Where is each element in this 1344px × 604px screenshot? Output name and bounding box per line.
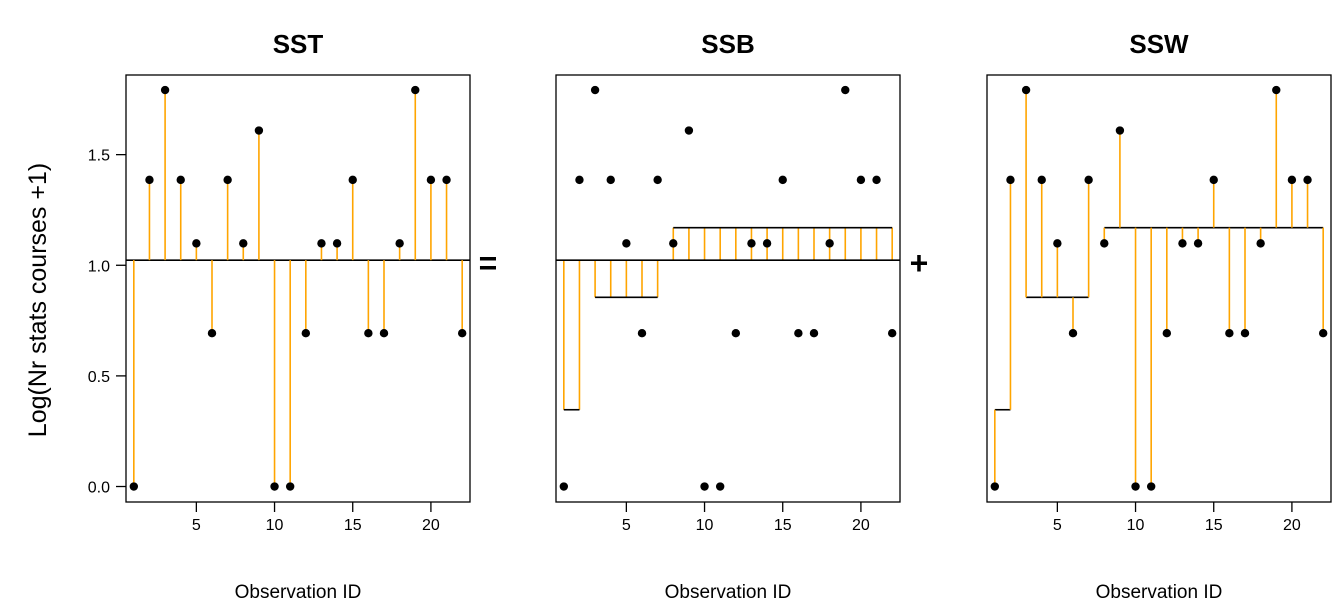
x-tick-label: 20 — [422, 517, 440, 534]
data-point — [637, 328, 647, 338]
data-point — [1068, 328, 1078, 338]
x-axis-label: Observation ID — [235, 582, 362, 603]
data-point — [129, 482, 139, 491]
data-point — [684, 126, 694, 135]
equals-operator: = — [479, 245, 498, 281]
panel-ssw: SSW 5 10 15 20 Observation ID — [986, 29, 1332, 603]
data-point — [1193, 239, 1203, 248]
plot-frame — [986, 74, 1332, 503]
data-point — [223, 175, 232, 185]
data-point — [332, 239, 342, 248]
panel-ssb: SSB 5 10 15 20 Observation ID — [555, 29, 901, 603]
data-point — [254, 126, 264, 135]
data-point — [1146, 482, 1156, 491]
data-point — [1225, 328, 1234, 338]
data-point — [1053, 239, 1062, 248]
data-point — [1006, 175, 1015, 185]
data-point — [411, 85, 420, 95]
data-point — [1100, 239, 1109, 248]
data-point — [825, 239, 834, 248]
data-point — [1115, 126, 1125, 135]
data-point — [270, 482, 279, 491]
x-tick-label: 5 — [192, 517, 201, 534]
x-tick-label: 15 — [774, 517, 792, 534]
data-point — [1162, 328, 1172, 338]
data-point — [887, 328, 897, 338]
data-point — [747, 239, 756, 248]
data-point — [160, 85, 170, 95]
data-point — [700, 482, 709, 491]
data-point — [239, 239, 248, 248]
data-point — [348, 175, 357, 185]
data-point — [872, 175, 881, 185]
data-point — [1240, 328, 1250, 338]
data-point — [653, 175, 662, 185]
data-point — [301, 328, 311, 338]
data-point — [1287, 175, 1297, 185]
plot-frame — [555, 74, 901, 503]
data-point — [669, 239, 678, 248]
x-tick-label: 5 — [1053, 517, 1062, 534]
data-point — [1084, 175, 1093, 185]
data-point — [715, 482, 725, 491]
data-point — [176, 175, 185, 185]
data-point — [1178, 239, 1187, 248]
data-point — [1209, 175, 1218, 185]
data-point — [622, 239, 631, 248]
panel-title: SSB — [701, 29, 754, 59]
plus-operator: + — [910, 245, 929, 281]
y-tick-label: 1.5 — [88, 148, 110, 165]
x-tick-label: 20 — [1283, 517, 1301, 534]
x-tick-label: 10 — [1127, 517, 1145, 534]
x-axis-label: Observation ID — [1096, 582, 1223, 603]
data-point — [1303, 175, 1312, 185]
data-point — [379, 328, 389, 338]
data-point — [606, 175, 615, 185]
data-point — [1256, 239, 1265, 248]
x-tick-label: 20 — [852, 517, 870, 534]
data-point — [575, 175, 584, 185]
panel-sst: SST 5 10 15 20 Observation ID 0.0 0.5 1.0 1.5 — [88, 29, 471, 603]
y-axis-title: Log(Nr stats courses +1) — [24, 163, 52, 437]
data-point — [145, 175, 154, 185]
data-point — [1021, 85, 1031, 95]
panel-title: SSW — [1129, 29, 1189, 59]
data-point — [1272, 85, 1281, 95]
data-point — [778, 175, 787, 185]
data-point — [762, 239, 772, 248]
x-tick-label: 5 — [622, 517, 631, 534]
x-axis-label: Observation ID — [665, 582, 792, 603]
y-tick-label: 0.5 — [88, 369, 110, 386]
x-tick-label: 15 — [1205, 517, 1223, 534]
plot-frame — [125, 74, 471, 503]
data-point — [856, 175, 866, 185]
data-point — [841, 85, 850, 95]
data-point — [426, 175, 436, 185]
data-point — [590, 85, 600, 95]
data-point — [285, 482, 295, 491]
data-point — [317, 239, 326, 248]
data-point — [559, 482, 569, 491]
data-point — [731, 328, 741, 338]
data-point — [1131, 482, 1140, 491]
data-point — [809, 328, 819, 338]
data-point — [457, 328, 467, 338]
panel-title: SST — [273, 29, 324, 59]
x-tick-label: 10 — [696, 517, 714, 534]
x-tick-label: 10 — [266, 517, 284, 534]
data-point — [1037, 175, 1046, 185]
y-tick-label: 0.0 — [88, 480, 110, 497]
data-point — [207, 328, 217, 338]
data-point — [192, 239, 201, 248]
data-point — [990, 482, 1000, 491]
x-tick-label: 15 — [344, 517, 362, 534]
data-point — [1318, 328, 1328, 338]
data-point — [395, 239, 404, 248]
data-point — [442, 175, 451, 185]
data-point — [364, 328, 373, 338]
data-point — [794, 328, 803, 338]
y-tick-label: 1.0 — [88, 258, 110, 275]
